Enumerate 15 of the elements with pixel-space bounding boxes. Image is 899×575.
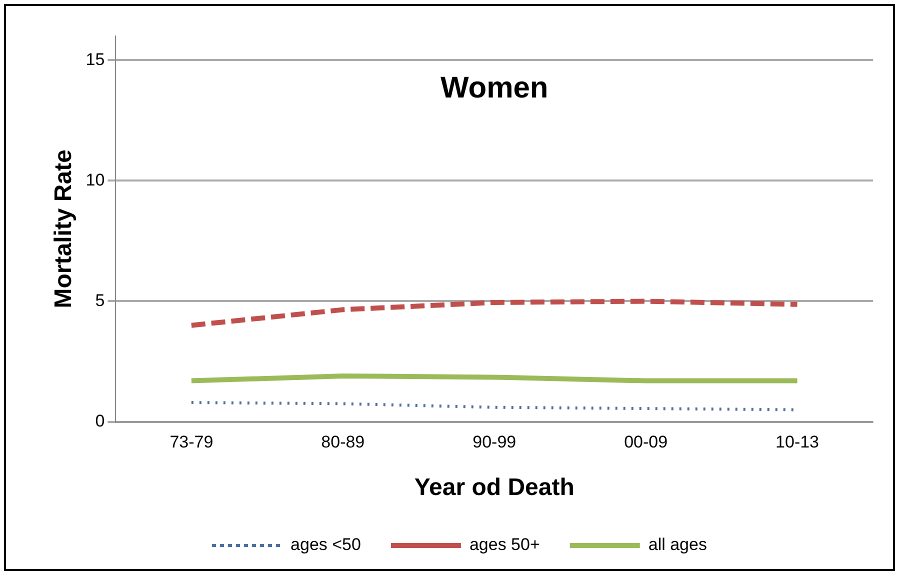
- y-axis-title: Mortality Rate: [50, 150, 78, 308]
- legend-label: all ages: [648, 535, 707, 554]
- x-tick-label: 90-99: [472, 432, 516, 452]
- legend-label: ages 50+: [469, 535, 540, 554]
- y-tick-label: 15: [86, 50, 105, 69]
- text: Women: [440, 71, 548, 104]
- y-tick-label: 0: [95, 411, 105, 430]
- x-tick-label: 73-79: [170, 432, 214, 452]
- x-axis-title: Year od Death: [414, 474, 574, 502]
- x-tick-label: 10-13: [776, 432, 820, 452]
- x-tick-label: 80-89: [321, 432, 365, 452]
- legend-label: ages <50: [290, 535, 361, 554]
- y-tick-label: 5: [95, 290, 105, 310]
- x-tick-label: 00-09: [624, 432, 668, 452]
- y-tick-label: 10: [86, 170, 105, 190]
